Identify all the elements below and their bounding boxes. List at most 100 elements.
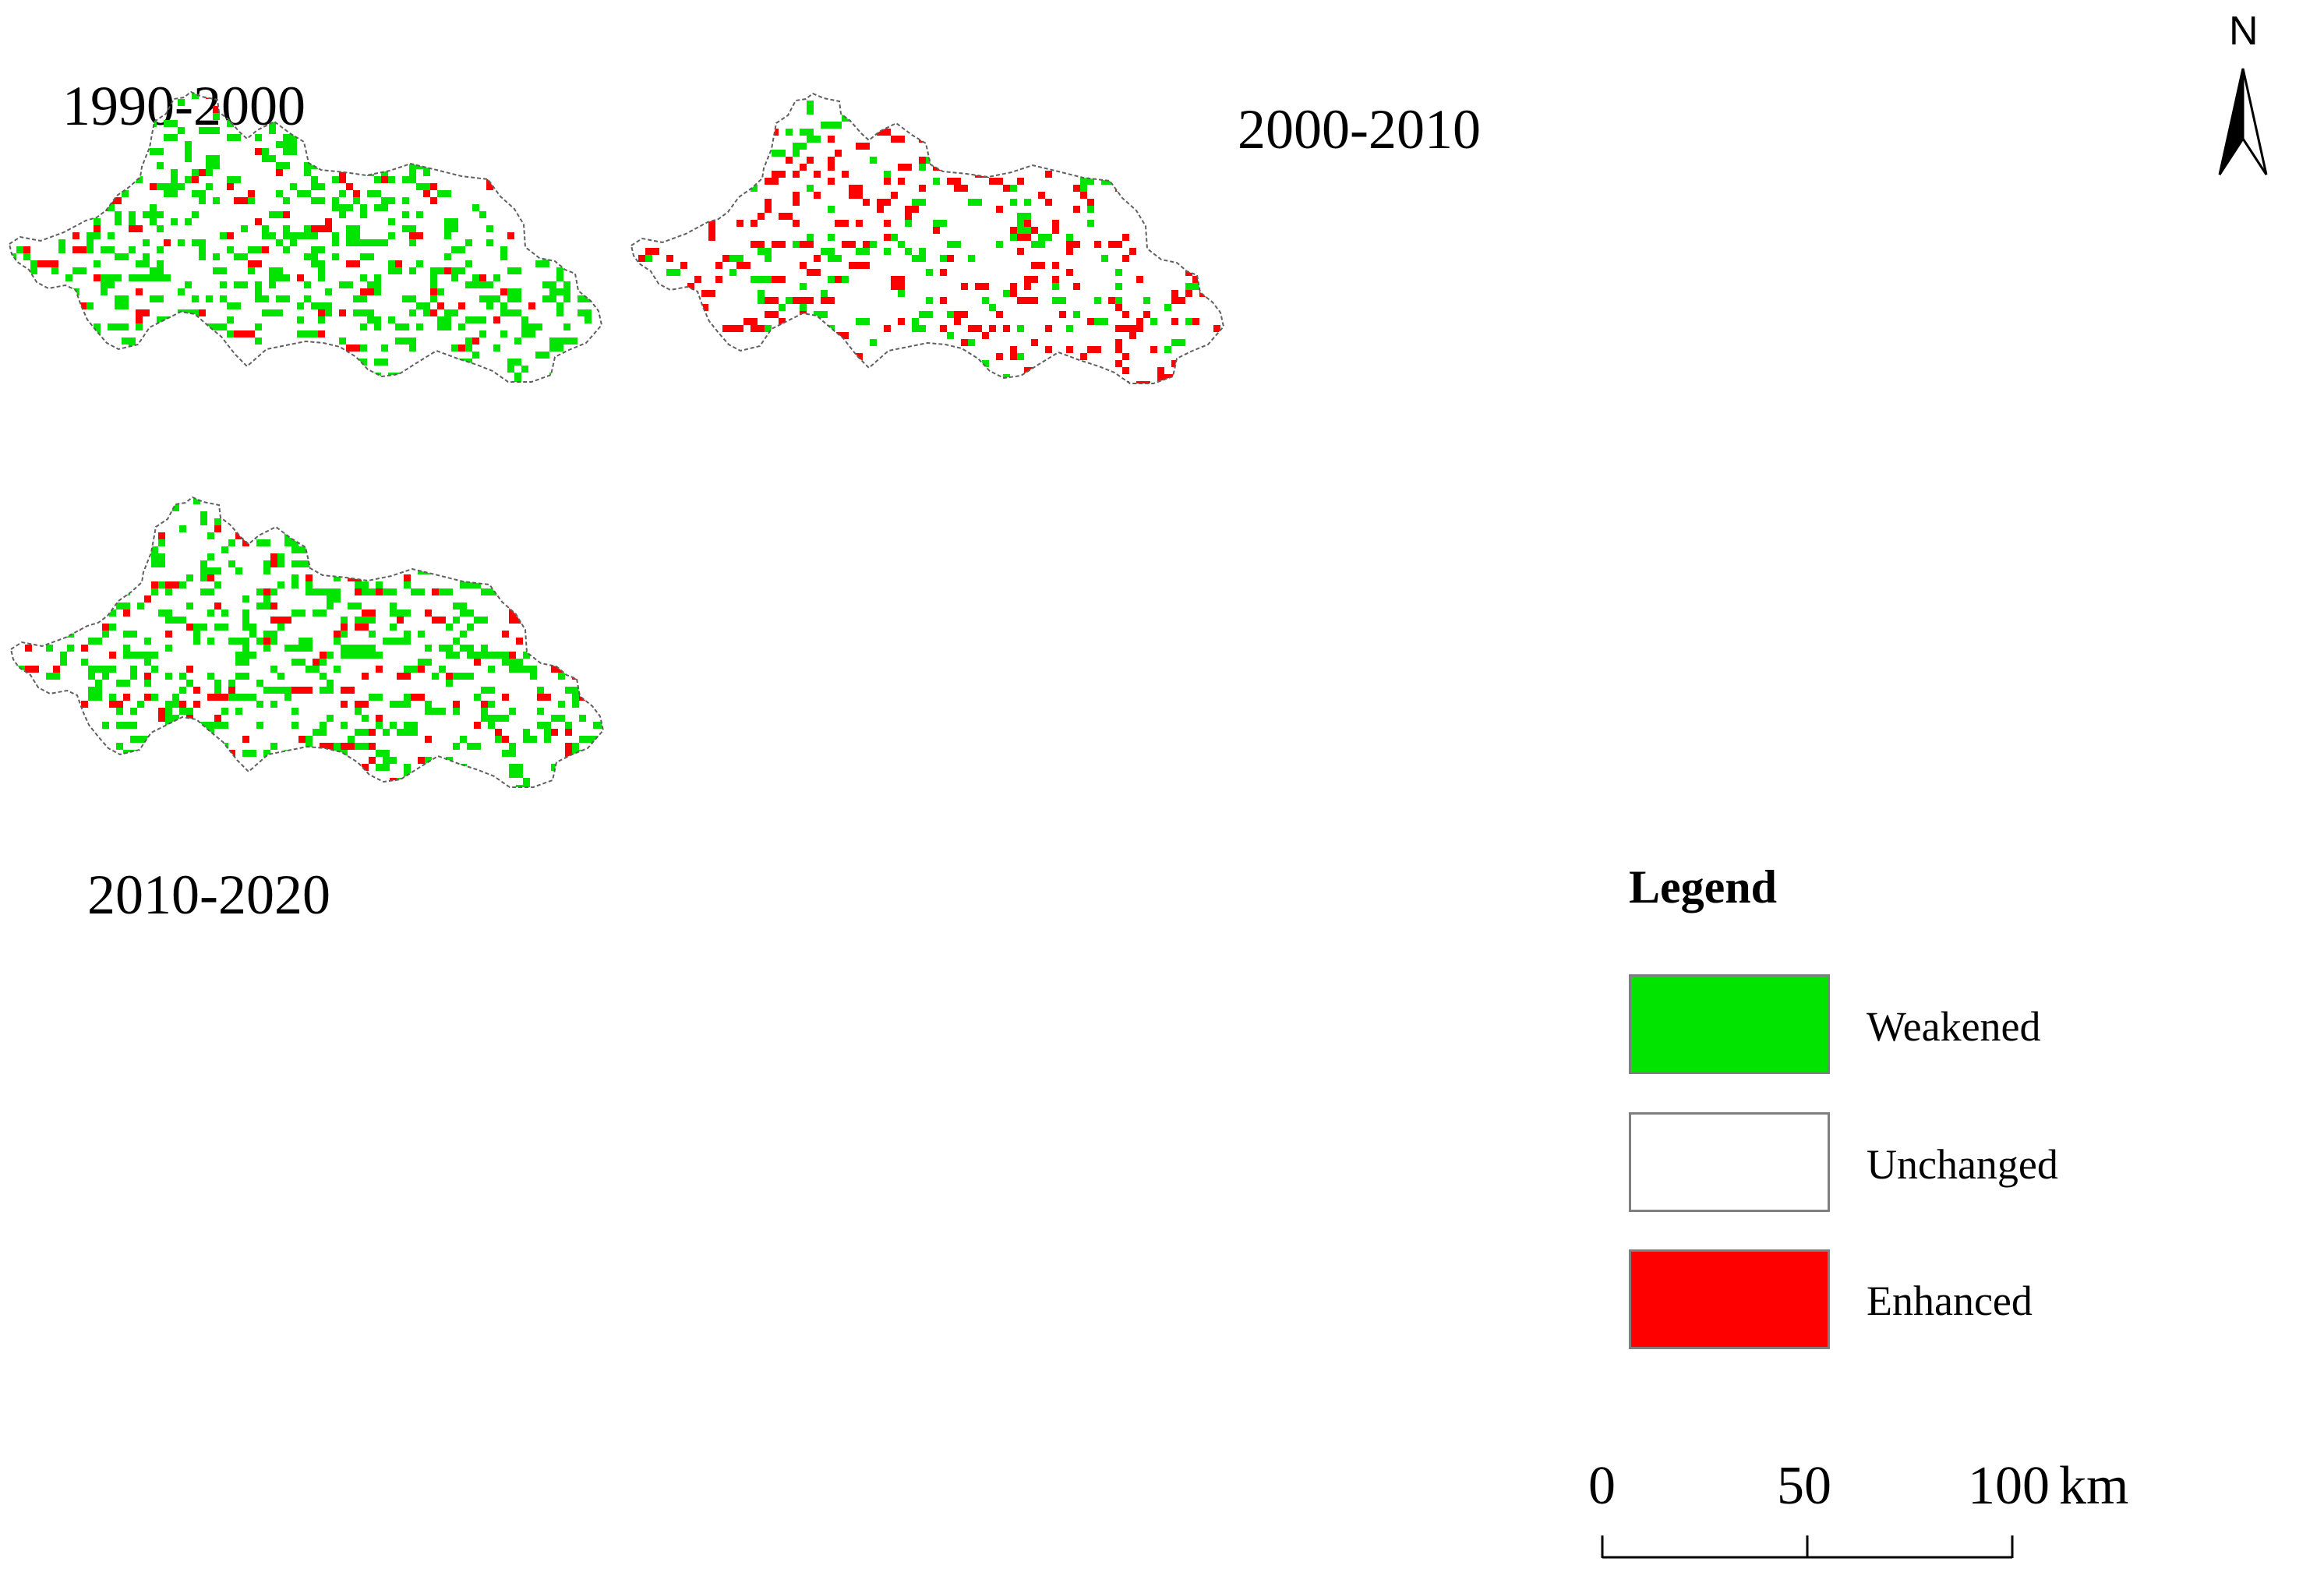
weakened-cell (129, 92, 136, 99)
weakened-cell (585, 274, 592, 281)
weakened-cell (25, 553, 32, 560)
weakened-cell (592, 366, 599, 373)
weakened-cell (565, 518, 572, 525)
weakened-cell (290, 373, 297, 380)
weakened-cell (276, 309, 283, 316)
weakened-cell (488, 701, 495, 708)
enhanced-cell (1059, 311, 1066, 318)
weakened-cell (122, 373, 129, 380)
weakened-cell (256, 785, 263, 787)
weakened-cell (143, 211, 157, 218)
enhanced-cell (1150, 157, 1164, 164)
enhanced-cell (136, 316, 143, 323)
enhanced-cell (327, 743, 334, 750)
weakened-cell (9, 316, 16, 323)
weakened-cell (200, 624, 207, 631)
enhanced-cell (807, 269, 821, 276)
weakened-cell (535, 211, 542, 218)
weakened-cell (291, 497, 306, 504)
weakened-cell (507, 176, 514, 183)
weakened-cell (369, 645, 376, 652)
weakened-cell (108, 232, 115, 239)
enhanced-cell (736, 381, 751, 383)
weakened-cell (137, 652, 144, 659)
enhanced-cell (1080, 108, 1094, 115)
weakened-cell (165, 588, 172, 595)
weakened-cell (968, 255, 975, 262)
weakened-cell (255, 323, 262, 330)
enhanced-cell (659, 297, 666, 304)
enhanced-cell (1031, 262, 1038, 269)
enhanced-cell (1087, 199, 1094, 206)
enhanced-cell (79, 106, 87, 113)
weakened-cell (186, 743, 200, 750)
weakened-cell (192, 169, 199, 176)
enhanced-cell (23, 176, 37, 183)
enhanced-cell (108, 197, 122, 204)
weakened-cell (129, 352, 136, 359)
weakened-cell (1003, 157, 1010, 164)
weakened-cell (165, 617, 172, 624)
weakened-cell (171, 134, 178, 141)
weakened-cell (185, 218, 192, 225)
weakened-cell (409, 345, 416, 352)
weakened-cell (919, 164, 926, 171)
weakened-cell (884, 171, 891, 178)
weakened-cell (360, 204, 367, 211)
enhanced-cell (814, 171, 821, 178)
weakened-cell (1115, 283, 1122, 290)
enhanced-cell (221, 504, 228, 511)
enhanced-cell (1150, 346, 1157, 353)
weakened-cell (207, 778, 214, 785)
enhanced-cell (500, 288, 507, 295)
enhanced-cell (828, 297, 835, 304)
weakened-cell (409, 176, 416, 183)
weakened-cell (1080, 381, 1094, 383)
enhanced-cell (814, 192, 821, 199)
weakened-cell (402, 92, 409, 99)
weakened-cell (44, 225, 51, 232)
enhanced-cell (467, 574, 474, 581)
weakened-cell (165, 715, 172, 722)
weakened-cell (79, 99, 94, 106)
enhanced-cell (722, 157, 736, 164)
weakened-cell (320, 785, 327, 787)
weakened-cell (290, 380, 297, 382)
weakened-cell (311, 183, 325, 190)
weakened-cell (235, 673, 249, 680)
weakened-cell (751, 185, 758, 192)
weakened-cell (474, 539, 488, 546)
enhanced-cell (751, 220, 758, 227)
weakened-cell (425, 539, 432, 546)
enhanced-cell (736, 157, 743, 164)
weakened-cell (418, 631, 425, 638)
weakened-cell (221, 708, 228, 715)
enhanced-cell (821, 297, 828, 304)
weakened-cell (535, 106, 542, 113)
scale-unit: km (2059, 1456, 2129, 1516)
weakened-cell (446, 560, 453, 567)
weakened-cell (1220, 122, 1224, 129)
enhanced-cell (996, 311, 1003, 318)
weakened-cell (291, 645, 306, 652)
weakened-cell (542, 281, 556, 288)
weakened-cell (989, 150, 996, 157)
weakened-cell (947, 332, 954, 339)
enhanced-cell (165, 581, 179, 588)
enhanced-cell (585, 359, 599, 366)
enhanced-cell (1052, 220, 1059, 227)
enhanced-cell (116, 553, 130, 560)
enhanced-cell (437, 302, 444, 309)
weakened-cell (374, 359, 381, 366)
weakened-cell (362, 729, 369, 736)
weakened-cell (144, 764, 151, 771)
weakened-cell (411, 525, 425, 532)
weakened-cell (102, 778, 109, 785)
weakened-cell (108, 204, 115, 211)
weakened-cell (369, 504, 376, 511)
enhanced-cell (1122, 367, 1129, 374)
enhanced-cell (1199, 94, 1206, 101)
weakened-cell (241, 281, 248, 288)
weakened-cell (465, 345, 472, 352)
enhanced-cell (599, 295, 602, 302)
